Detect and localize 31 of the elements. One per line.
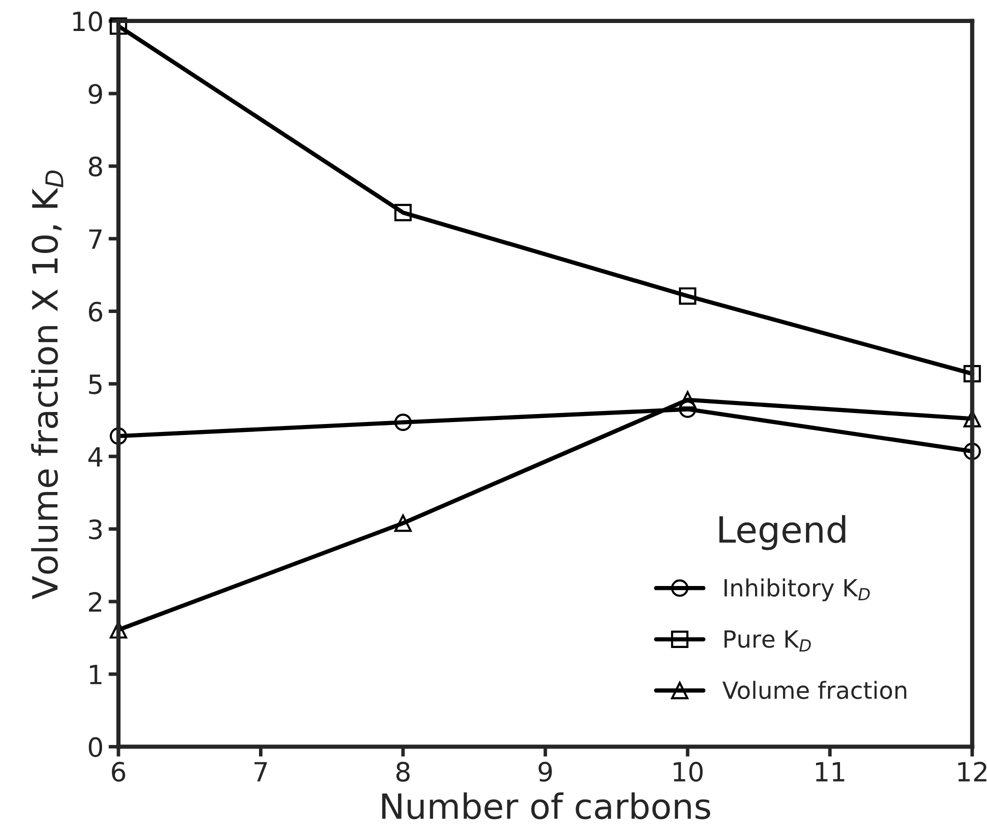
y-tick-label: 9 — [88, 84, 102, 104]
legend-label: Pure K$_{D}$ — [724, 630, 811, 652]
legend-label: Inhibitory K$_{D}$ — [724, 578, 870, 602]
y-tick-label: 7 — [89, 229, 102, 249]
legend-label: Volume fraction — [722, 680, 906, 700]
x-tick-label: 12 — [958, 762, 986, 782]
y-tick-label: 1 — [90, 664, 102, 684]
point — [964, 442, 981, 460]
point — [394, 414, 412, 431]
x-tick-label: 11 — [816, 762, 844, 782]
y-tick-label: 10 — [73, 11, 102, 32]
legend-title: Legend — [719, 515, 846, 550]
x-axis-title: Number of carbons — [382, 792, 710, 820]
point — [394, 514, 412, 532]
x-tick-label: 10 — [674, 762, 703, 782]
y-tick-label: 5 — [89, 374, 102, 394]
x-tick-label: 7 — [254, 762, 267, 782]
x-tick-label: 8 — [396, 762, 410, 782]
y-tick-label: 8 — [88, 156, 102, 177]
y-tick-label: 4 — [88, 447, 102, 466]
y-tick-label: 2 — [89, 592, 102, 612]
y-tick-label: 0 — [88, 737, 102, 758]
y-tick-label: 3 — [89, 519, 102, 540]
x-tick-label: 6 — [112, 762, 126, 782]
point — [678, 287, 696, 305]
x-tick-label: 9 — [538, 762, 552, 782]
y-axis-title: Volume fraction X 10, K$_{D}$ — [31, 170, 64, 600]
point — [964, 365, 981, 382]
point — [394, 204, 412, 222]
point — [110, 427, 128, 445]
y-tick-label: 6 — [88, 302, 102, 322]
